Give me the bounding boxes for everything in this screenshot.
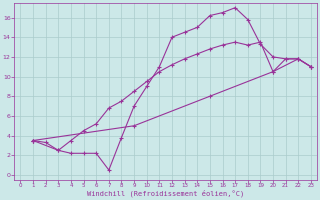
- X-axis label: Windchill (Refroidissement éolien,°C): Windchill (Refroidissement éolien,°C): [87, 190, 244, 197]
